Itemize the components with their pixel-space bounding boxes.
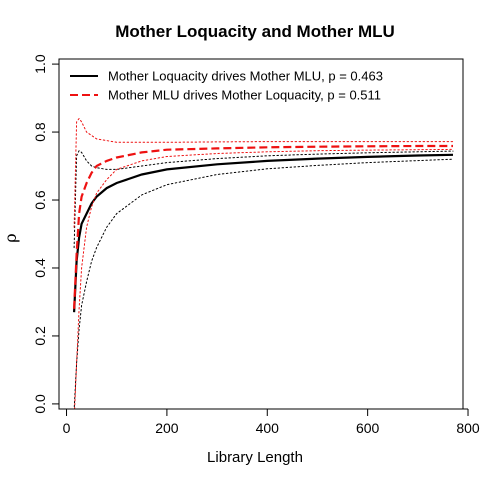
- x-axis-label: Library Length: [207, 449, 303, 466]
- series-b-mean-line: [73, 144, 453, 309]
- series-b-upper-bound: [73, 117, 454, 228]
- x-axis: 0 200 400 600 800: [63, 408, 480, 436]
- y-tick-label: 0.8: [32, 122, 48, 142]
- x-tick-label: 200: [155, 420, 179, 436]
- chart-title: Mother Loquacity and Mother MLU: [115, 22, 395, 41]
- legend-entry: Mother MLU drives Mother Loquacity, p = …: [108, 88, 381, 103]
- series-a-lower-bound: [73, 158, 454, 409]
- legend: Mother Loquacity drives Mother MLU, p = …: [70, 69, 383, 103]
- series-layer: [73, 117, 454, 409]
- x-tick-label: 400: [256, 420, 280, 436]
- y-tick-label: 0.4: [32, 258, 48, 278]
- y-tick-label: 0.0: [32, 394, 48, 414]
- series-a-upper-bound: [73, 149, 454, 249]
- x-tick-label: 600: [356, 420, 380, 436]
- series-b-lower-bound: [74, 148, 454, 409]
- y-axis: 0.0 0.2 0.4 0.6 0.8 1.0: [32, 54, 60, 414]
- legend-entry: Mother Loquacity drives Mother MLU, p = …: [108, 69, 383, 84]
- series-group: [73, 117, 454, 409]
- x-tick-label: 800: [456, 420, 480, 436]
- y-tick-label: 0.2: [32, 326, 48, 346]
- series-a-mean-line: [73, 153, 454, 313]
- y-axis-label: ρ: [1, 233, 20, 242]
- y-tick-label: 0.6: [32, 190, 48, 210]
- y-tick-label: 1.0: [32, 54, 48, 74]
- x-tick-label: 0: [63, 420, 71, 436]
